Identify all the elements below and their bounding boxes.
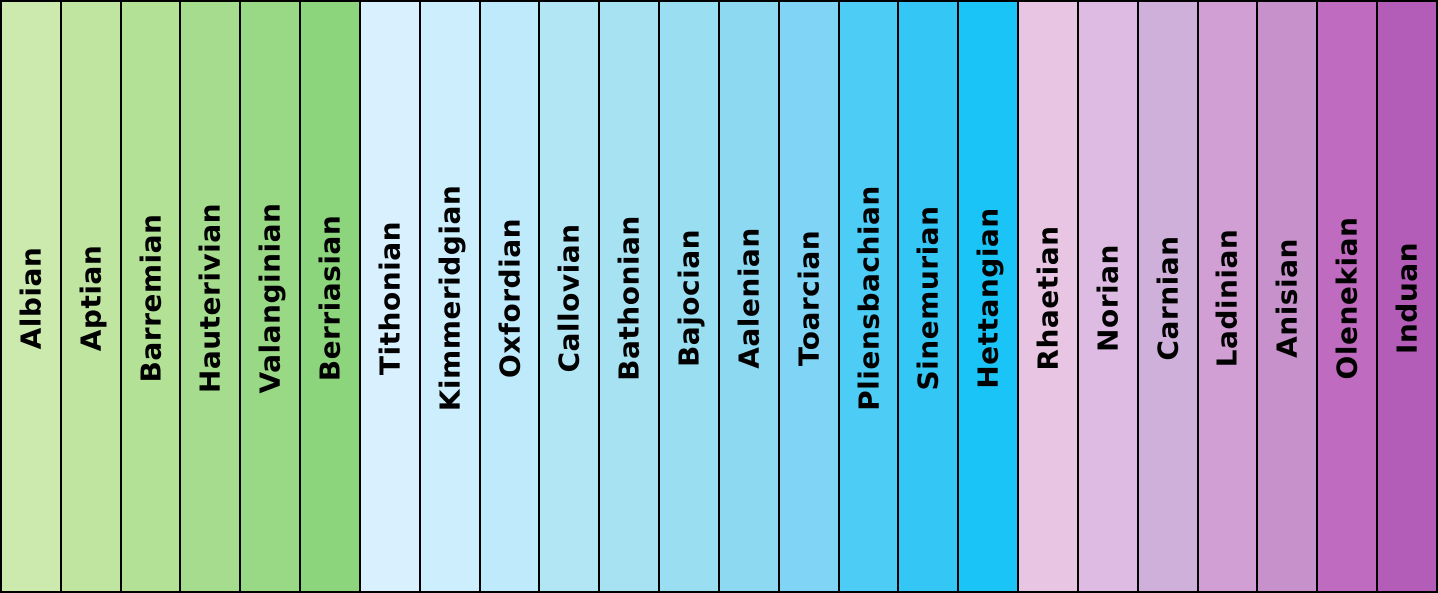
stage-label: Hauterivian	[193, 202, 227, 394]
stage-cell-norian: Norian	[1078, 2, 1139, 591]
stage-label: Aalenian	[732, 227, 766, 369]
stage-label: Induan	[1390, 241, 1424, 355]
stage-label: Rhaetian	[1031, 225, 1065, 371]
stage-label: Oxfordian	[493, 217, 527, 379]
stage-label: Bajocian	[672, 228, 706, 368]
stage-label: Norian	[1091, 244, 1125, 352]
stage-cell-rhaetian: Rhaetian	[1019, 2, 1079, 591]
stage-cell-oxfordian: Oxfordian	[480, 2, 541, 591]
stage-label: Tithonian	[373, 220, 407, 376]
stage-label: Anisian	[1270, 238, 1304, 358]
stage-cell-olenekian: Olenekian	[1318, 2, 1379, 591]
stage-label: Hettangian	[971, 207, 1005, 389]
stage-label: Albian	[14, 246, 48, 350]
stage-label: Ladinian	[1210, 228, 1244, 368]
stage-cell-anisian: Anisian	[1258, 2, 1319, 591]
stage-label: Berriasian	[313, 214, 347, 382]
stage-label: Kimmeridgian	[433, 184, 467, 412]
stage-cell-hauterivian: Hauterivian	[181, 2, 242, 591]
stage-cell-tithonian: Tithonian	[360, 2, 421, 591]
stage-cell-berriasian: Berriasian	[301, 2, 361, 591]
stage-cell-pliensbachian: Pliensbachian	[839, 2, 900, 591]
stage-cell-sinemurian: Sinemurian	[899, 2, 960, 591]
stage-label: Callovian	[552, 223, 586, 373]
stage-cell-bajocian: Bajocian	[660, 2, 720, 591]
stage-cell-carnian: Carnian	[1138, 2, 1199, 591]
stage-cell-valanginian: Valanginian	[241, 2, 302, 591]
stage-cell-toarcian: Toarcian	[779, 2, 840, 591]
stage-label: Carnian	[1151, 235, 1185, 361]
stage-cell-bathonian: Bathonian	[600, 2, 661, 591]
stage-label: Pliensbachian	[852, 185, 885, 411]
stage-label: Barremian	[134, 213, 168, 383]
stage-cell-barremian: Barremian	[121, 2, 182, 591]
stage-label: Olenekian	[1330, 216, 1364, 380]
stage-cell-albian: Albian	[2, 2, 62, 591]
stage-label: Bathonian	[612, 215, 646, 381]
stage-cell-aptian: Aptian	[61, 2, 122, 591]
stage-cell-aalenian: Aalenian	[719, 2, 780, 591]
stage-label: Sinemurian	[911, 205, 945, 391]
stage-cell-hettangian: Hettangian	[959, 2, 1020, 591]
stage-cell-induan: Induan	[1378, 2, 1436, 591]
stage-label: Valanginian	[253, 202, 287, 394]
stage-label: Aptian	[74, 244, 108, 352]
stage-cell-callovian: Callovian	[540, 2, 601, 591]
stage-cell-kimmeridgian: Kimmeridgian	[420, 2, 481, 591]
stage-cell-ladinian: Ladinian	[1198, 2, 1259, 591]
stage-label: Toarcian	[792, 229, 826, 367]
